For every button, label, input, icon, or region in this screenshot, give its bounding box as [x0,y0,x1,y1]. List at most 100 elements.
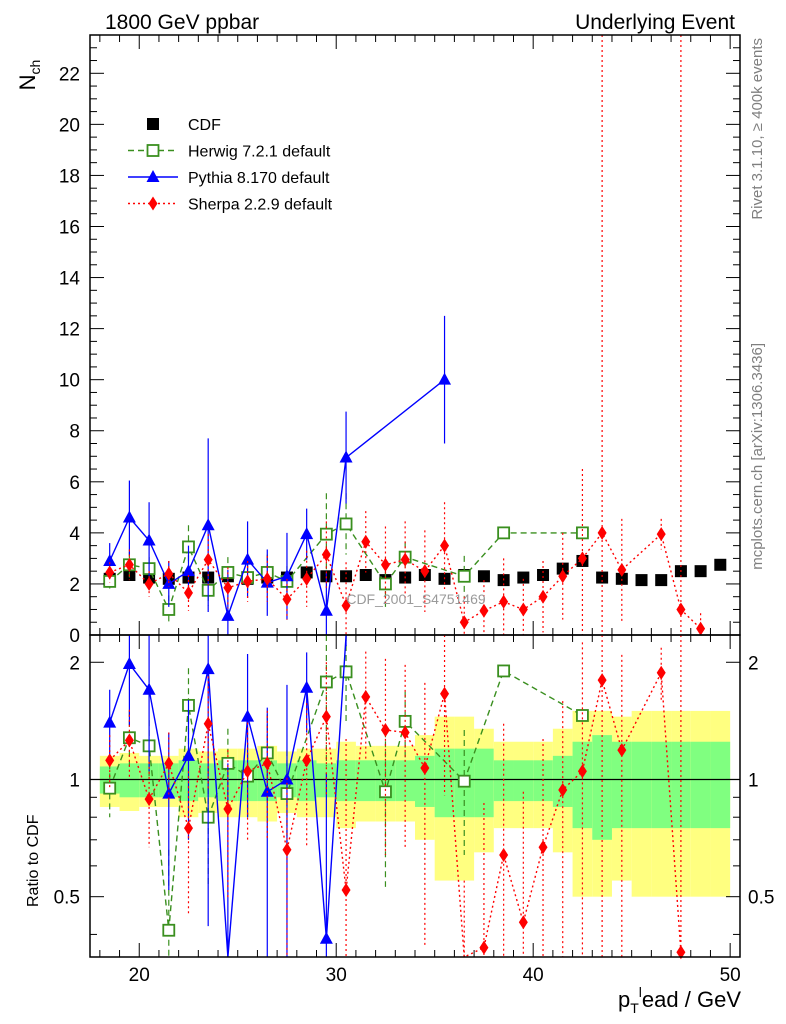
main-point-sherpa [262,571,272,586]
ratio-uncertainty-bands [90,710,740,897]
ratio-point-sherpa [243,764,253,779]
ratio-band-inner [631,741,652,829]
main-point-sherpa [183,585,193,600]
main-point-data [694,565,707,578]
main-point-pythia [103,553,117,566]
main-point-sherpa [597,525,607,540]
main-y-tick-label: 12 [59,320,80,341]
main-y-tick-label: 20 [59,115,80,136]
main-point-sherpa [105,565,115,580]
main-y-axis-label-sub: ch [27,60,43,75]
ratio-point-sherpa [518,915,528,930]
main-point-herwig [319,527,333,541]
side-note-rivet: Rivet 3.1.10, ≥ 400k events [749,38,766,220]
main-y-tick-label: 0 [69,626,80,647]
ratio-point-herwig [576,709,589,722]
ratio-point-sherpa [105,753,115,768]
main-point-sherpa [282,592,292,607]
main-point-data [655,574,668,587]
ratio-band-inner [572,741,593,829]
legend-label: Sherpa 2.2.9 default [188,197,333,214]
main-point-sherpa [380,557,390,572]
ratio-point-sherpa [302,753,312,768]
main-series-sherpa [105,35,706,636]
main-point-data [635,574,648,587]
ratio-point-pythia [319,931,333,944]
main-point-herwig [339,517,353,531]
ratio-band-inner [474,748,494,818]
ratio-point-pythia [300,680,314,693]
main-point-sherpa [124,557,134,572]
legend-item-pythia: Pythia 8.170 default [128,170,330,187]
header-left: 1800 GeV ppbar [105,11,259,34]
main-line-pythia [109,379,445,619]
ratio-point-pythia [181,748,195,761]
ratio-point-sherpa [420,761,430,776]
main-point-sherpa [361,534,371,549]
main-point-pythia [201,518,215,531]
main-y-tick-label: 14 [59,269,81,290]
main-y-tick-label: 10 [59,371,80,392]
ratio-point-herwig [497,664,511,678]
legend-item-herwig: Herwig 7.2.1 default [128,144,331,161]
main-point-data [340,570,353,583]
main-point-data [477,570,490,583]
main-line-sherpa [109,531,702,630]
main-point-sherpa [656,527,666,542]
ratio-y-tick-label-right: 1 [748,770,759,791]
ratio-point-sherpa [262,756,272,771]
main-y-tick-label: 2 [69,575,80,596]
legend-marker [148,196,158,211]
legend-label: CDF [188,117,221,134]
x-axis-label-main: p [618,987,630,1012]
ratio-band-inner [355,760,376,802]
main-point-data [596,571,609,584]
ratio-point-pythia [122,656,136,669]
legend-item-data: CDF [147,117,221,134]
ratio-band-inner [671,741,691,829]
x-axis-label-sub: T [630,1000,639,1016]
main-point-pythia [319,603,333,616]
legend: CDF Herwig 7.2.1 default Pythia 8.170 defa… [128,117,333,214]
ratio-band-inner [119,763,140,798]
ratio-point-pythia [103,715,117,728]
x-tick-label: 50 [720,965,741,986]
main-point-sherpa [321,547,331,562]
x-axis-label: pTlead / GeV [618,984,741,1016]
main-point-pythia [300,527,314,540]
ratio-band-inner [710,741,731,829]
ratio-point-sherpa [558,782,568,797]
ratio-point-sherpa [203,716,213,731]
main-point-sherpa [577,551,587,566]
main-y-tick-label: 8 [69,422,80,443]
ratio-point-pythia [241,709,255,722]
main-point-herwig [576,526,589,540]
main-point-sherpa [676,602,686,617]
ratio-point-herwig [457,774,471,788]
main-point-sherpa [440,538,450,553]
main-point-sherpa [518,602,528,617]
ratio-point-sherpa [656,665,666,680]
ratio-band-inner [296,760,317,802]
x-axis-label-rest: ead / GeV [642,987,741,1012]
main-point-sherpa [459,615,469,630]
ratio-point-pythia [142,682,156,695]
main-y-tick-label: 16 [59,217,80,238]
ratio-point-sherpa [144,792,154,807]
ratio-axis-ticks: 20 30 40 50 0.5 0.5 1 1 2 2 [54,635,774,986]
ratio-point-sherpa [361,689,371,704]
ratio-point-sherpa [223,801,233,816]
main-y-tick-label: 22 [59,64,80,85]
main-y-tick-label: 4 [69,524,80,545]
main-point-sherpa [558,569,568,584]
ratio-y-tick-label-right: 2 [748,653,759,674]
main-point-sherpa [617,562,627,577]
legend-label: Pythia 8.170 default [188,170,330,187]
ratio-band-inner [651,741,672,829]
main-point-pythia [122,510,136,523]
main-point-sherpa [144,576,154,591]
ratio-point-sherpa [499,847,509,862]
main-point-sherpa [696,621,706,636]
main-point-sherpa [302,571,312,586]
header-right: Underlying Event [575,11,735,34]
